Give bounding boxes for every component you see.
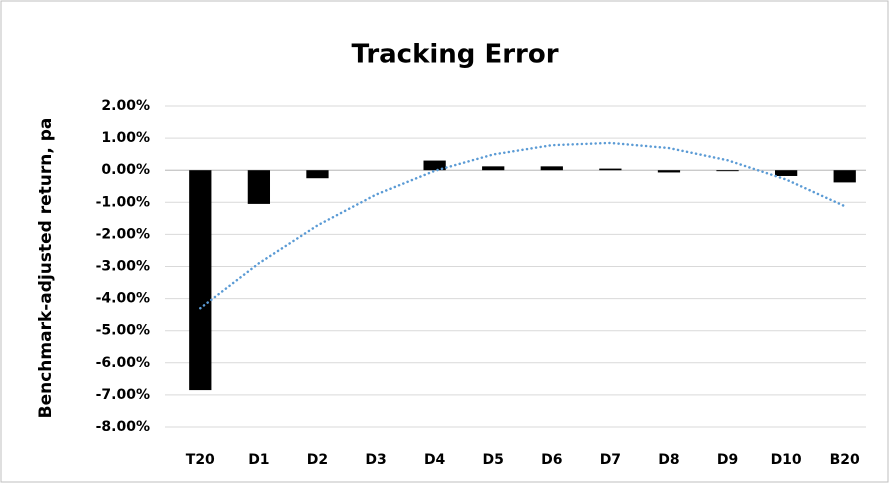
x-tick-label: D3 <box>365 452 386 468</box>
y-tick-label: -1.00% <box>96 194 150 210</box>
x-tick-label: D4 <box>424 452 446 468</box>
x-tick-label: D5 <box>483 452 504 468</box>
y-axis-label: Benchmark-adjusted return, pa <box>36 118 56 419</box>
y-tick-label: 1.00% <box>101 130 150 146</box>
bar <box>482 166 505 171</box>
x-tick-label: D8 <box>658 452 679 468</box>
bar <box>540 166 563 171</box>
bar <box>247 170 271 204</box>
y-tick-label: -5.00% <box>96 323 150 339</box>
y-tick-label: -3.00% <box>96 259 150 275</box>
x-tick-label: D6 <box>541 452 562 468</box>
bar <box>599 168 622 171</box>
y-tick-label: 2.00% <box>101 98 150 114</box>
x-tick-label: D10 <box>771 452 802 468</box>
bar <box>833 170 856 183</box>
y-tick-label: -8.00% <box>96 419 150 435</box>
y-tick-label: -2.00% <box>96 226 150 242</box>
bar <box>657 170 681 173</box>
y-tick-label: -7.00% <box>96 387 150 403</box>
x-tick-label: B20 <box>830 452 860 468</box>
x-tick-label: D2 <box>307 452 328 468</box>
bar <box>306 170 329 179</box>
chart-title: Tracking Error <box>351 40 558 70</box>
bar <box>716 170 739 172</box>
bar <box>423 160 446 171</box>
x-tick-label: D9 <box>717 452 738 468</box>
x-tick-label: D7 <box>600 452 621 468</box>
bar <box>189 170 212 391</box>
x-tick-label: T20 <box>186 452 215 468</box>
x-tick-label: D1 <box>248 452 269 468</box>
y-tick-label: -4.00% <box>96 291 150 307</box>
y-tick-label: -6.00% <box>96 355 150 371</box>
trend-line <box>199 141 846 310</box>
bar <box>774 170 798 176</box>
y-tick-label: 0.00% <box>101 162 150 178</box>
